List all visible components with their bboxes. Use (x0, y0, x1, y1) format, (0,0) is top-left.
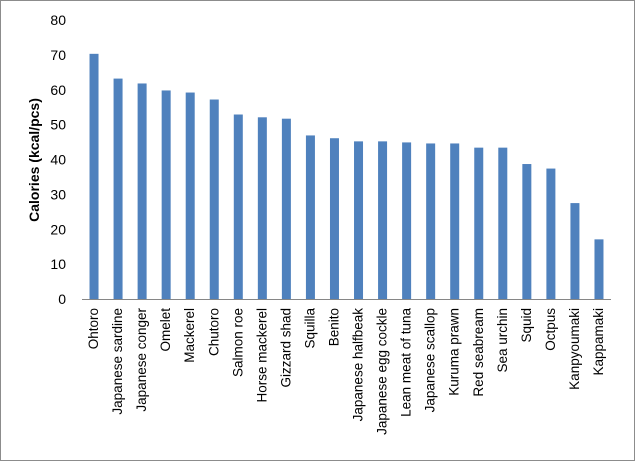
x-category-label: Omelet (158, 308, 173, 352)
x-category-label: Chutoro (206, 308, 221, 356)
y-tick-label: 60 (50, 82, 66, 98)
y-axis-ticks: 0 10 20 30 40 50 60 70 80 (50, 12, 66, 307)
x-category-label: Red seabream (471, 308, 486, 397)
bar (354, 141, 364, 299)
bar (498, 147, 508, 299)
x-category-label: Lean meat of tuna (399, 308, 414, 417)
bar (137, 83, 147, 299)
y-tick-label: 70 (50, 47, 66, 63)
bar (185, 92, 195, 299)
x-category-label: Japanese egg cockle (375, 308, 390, 435)
bar (594, 239, 604, 299)
x-category-label: Kappamaki (591, 308, 606, 376)
x-category-label: Squilla (302, 308, 317, 349)
y-tick-label: 30 (50, 186, 66, 202)
x-category-label: Salmon roe (230, 308, 245, 377)
y-tick-label: 50 (50, 117, 66, 133)
bar (281, 118, 291, 299)
bar (522, 164, 532, 299)
y-tick-label: 10 (50, 256, 66, 272)
y-tick-label: 0 (58, 291, 66, 307)
x-axis-labels: Ohtoro Japanese sardine Japanese conger Ome… (86, 307, 606, 434)
x-category-label: Squid (519, 308, 534, 343)
x-category-label: Mackerel (182, 308, 197, 363)
bars (89, 53, 604, 300)
bar (329, 138, 339, 299)
x-category-label: Benito (326, 308, 341, 346)
y-axis-title: Calories (kcal/pcs) (26, 98, 42, 222)
bar (161, 90, 171, 299)
bar (426, 143, 436, 299)
bar (378, 141, 388, 299)
x-category-label: Gizzard shad (278, 308, 293, 388)
x-category-label: Octpus (543, 308, 558, 351)
x-category-label: Japanese scallop (423, 308, 438, 412)
bar (474, 147, 484, 299)
y-tick-label: 80 (50, 12, 66, 28)
bar (305, 135, 315, 299)
bar (257, 117, 267, 300)
bar (570, 203, 580, 299)
x-category-label: Japanese conger (134, 307, 149, 411)
x-category-label: Japanese sardine (110, 308, 125, 415)
x-category-label: Japanese halfbeak (351, 308, 366, 422)
bar (450, 143, 460, 299)
y-tick-label: 40 (50, 152, 66, 168)
x-category-label: Ohtoro (86, 308, 101, 349)
bar (89, 53, 99, 299)
bar (546, 168, 556, 299)
y-tick-label: 20 (50, 221, 66, 237)
bar (113, 78, 123, 299)
x-category-label: Kuruma prawn (447, 308, 462, 396)
x-category-label: Horse mackerel (254, 308, 269, 403)
bar (233, 114, 243, 299)
x-category-label: Kanpyoumaki (567, 308, 582, 390)
x-category-label: Sea urchin (495, 308, 510, 373)
bar (402, 142, 412, 299)
bar (209, 99, 219, 299)
